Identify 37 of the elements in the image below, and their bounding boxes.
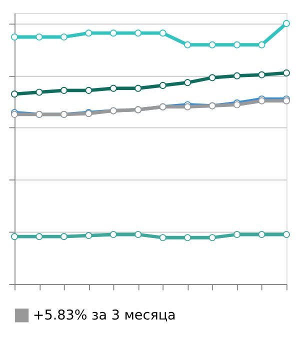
point (85, 86, 92, 94)
point (60, 33, 68, 41)
point (208, 41, 216, 48)
point (159, 82, 166, 90)
point (258, 230, 266, 238)
legend-label: +5.83% за 3 месяца (32, 307, 176, 324)
point (282, 20, 290, 27)
point (184, 41, 192, 48)
point (60, 233, 68, 240)
point (208, 234, 216, 242)
point (184, 79, 192, 86)
point (10, 33, 18, 41)
point (282, 69, 290, 76)
point (258, 71, 266, 78)
point (134, 30, 142, 37)
point (10, 90, 18, 98)
point (36, 233, 43, 240)
point (85, 30, 92, 37)
point (36, 88, 43, 96)
point (134, 84, 142, 92)
point (233, 41, 241, 48)
point (85, 232, 92, 240)
point (184, 234, 192, 242)
point (110, 230, 117, 238)
point (36, 33, 43, 41)
point (208, 74, 216, 82)
point (110, 30, 117, 37)
point (10, 233, 18, 240)
point (159, 30, 166, 37)
point (159, 234, 166, 242)
point (233, 230, 241, 238)
point (233, 72, 241, 80)
point (60, 86, 68, 94)
point (134, 230, 142, 238)
point (258, 41, 266, 48)
point (110, 84, 117, 92)
point (282, 230, 290, 238)
